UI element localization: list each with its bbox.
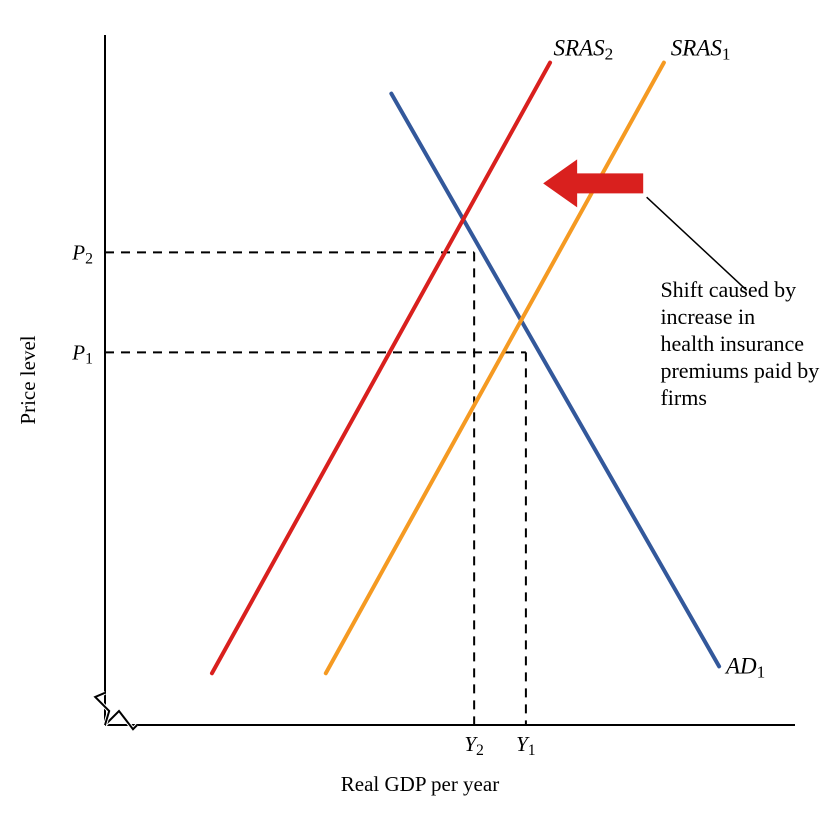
curve-label-SRAS1: SRAS1 [671, 36, 731, 64]
y-axis-label: Price level [16, 335, 40, 424]
x-axis-label: Real GDP per year [341, 772, 499, 796]
curve-label-SRAS2: SRAS2 [554, 36, 614, 64]
